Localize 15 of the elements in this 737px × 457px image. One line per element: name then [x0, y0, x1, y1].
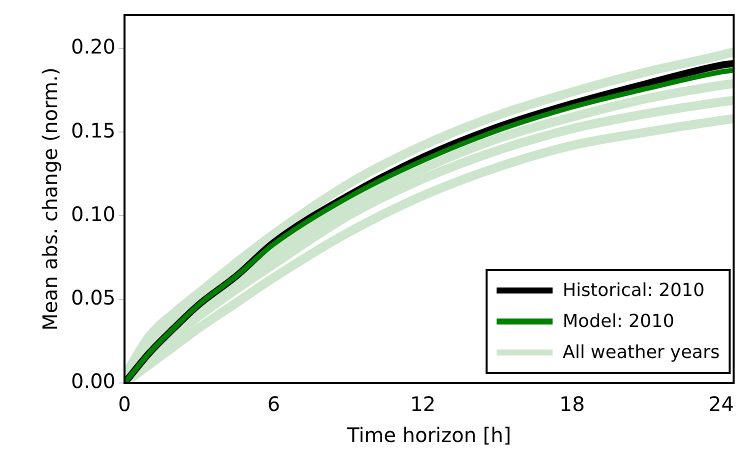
x-tick-label: 0: [118, 392, 131, 416]
y-tick-label: 0.10: [71, 202, 116, 226]
y-tick-label: 0.20: [71, 34, 116, 59]
y-tick-label: 0.15: [71, 118, 116, 142]
x-tick-label: 6: [267, 392, 280, 416]
legend-label: Historical: 2010: [562, 280, 705, 302]
x-tick-label: 18: [559, 392, 585, 416]
x-tick-label: 12: [410, 392, 436, 416]
y-tick-label: 0.00: [71, 369, 116, 394]
y-tick-label: 0.05: [71, 286, 116, 310]
y-axis-title: Mean abs. change (norm.): [38, 67, 62, 331]
x-tick-label: 24: [708, 392, 734, 416]
legend-label: All weather years: [562, 342, 720, 364]
x-axis-title: Time horizon [h]: [346, 423, 512, 448]
legend-label: Model: 2010: [562, 311, 674, 332]
